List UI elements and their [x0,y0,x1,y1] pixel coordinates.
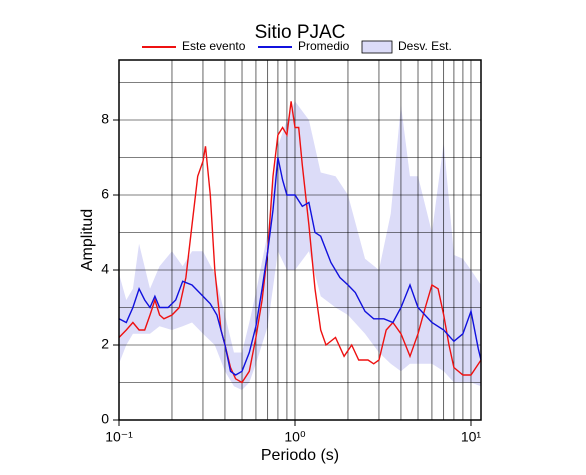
y-axis-label: Amplitud [79,209,96,271]
series-line [118,101,482,384]
legend-label: Promedio [298,39,350,53]
chart-title: Sitio PJAC [255,22,346,43]
y-tick-label: 0 [101,411,109,427]
series-line [118,157,482,376]
legend-label: Desv. Est. [398,39,452,53]
x-tick-label: 10⁰ [284,429,306,445]
x-tick-label: 10¹ [461,429,482,445]
legend-label: Este evento [182,39,246,53]
x-tick-label: 10⁻¹ [105,429,133,445]
y-tick-label: 8 [101,111,109,127]
x-axis-label: Periodo (s) [261,447,339,464]
plot-frame [118,59,482,421]
legend-swatch [361,40,393,54]
y-tick-label: 2 [101,336,109,352]
y-tick-label: 4 [101,261,109,277]
std-band [119,101,481,390]
y-tick-label: 6 [101,186,109,202]
